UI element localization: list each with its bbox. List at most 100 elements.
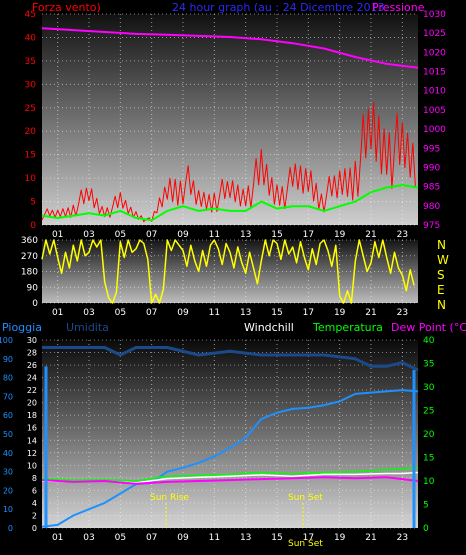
x-tick-label: 05 (115, 230, 126, 240)
y-tick-label-direction: 180 (21, 268, 38, 278)
windchill-label: Windchill (244, 321, 294, 334)
x-tick-label: 07 (146, 230, 157, 240)
x-tick-label: 03 (83, 230, 94, 240)
x-tick-label: 07 (146, 308, 157, 318)
x-tick-label: 11 (209, 533, 220, 543)
y-tick-label-wind: 30 (25, 80, 37, 90)
y-tick-label-humidity: 12 (27, 449, 37, 458)
y-tick-label-humidity: 4 (32, 499, 37, 508)
x-tick-label: 03 (83, 533, 94, 543)
rain-series (41, 389, 419, 528)
y-tick-label-direction: 360 (21, 236, 38, 246)
y-tick-label-humidity: 2 (32, 511, 37, 520)
x-tick-label: 23 (397, 533, 408, 543)
y-tick-label-humidity: 24 (27, 374, 37, 383)
y-tick-label-rain: 60 (3, 411, 13, 420)
compass-n-bottom: N (437, 298, 446, 312)
sunset-label: Sun Set (288, 493, 323, 503)
y-tick-label-pressure: 990 (423, 163, 440, 173)
y-tick-label-humidity: 14 (27, 436, 37, 445)
y-tick-label-pressure: 1025 (423, 29, 446, 39)
y-tick-label-rain: 0 (8, 524, 13, 533)
y-tick-label-rain: 90 (3, 355, 13, 364)
compass-s: S (437, 268, 445, 282)
x-tick-label: 15 (271, 230, 282, 240)
x-tick-label: 07 (146, 533, 157, 543)
y-tick-label-dewpoint: 25 (423, 407, 434, 417)
dewpoint-series (41, 476, 419, 485)
x-tick-label: 13 (240, 230, 251, 240)
y-tick-label-direction: 270 (21, 252, 38, 262)
compass-w: W (437, 253, 449, 267)
y-tick-label-pressure: 995 (423, 144, 440, 154)
x-tick-label: 23 (397, 230, 408, 240)
y-tick-label-rain: 80 (3, 374, 13, 383)
y-tick-label-dewpoint: 5 (423, 501, 429, 511)
y-tick-label-wind: 45 (25, 10, 36, 20)
y-tick-label-pressure: 1005 (423, 106, 446, 116)
y-tick-label-pressure: 985 (423, 183, 440, 193)
y-tick-label-pressure: 1020 (423, 48, 446, 58)
wind-axis-title: Forza vento) (32, 1, 101, 14)
y-tick-label-wind: 15 (25, 151, 36, 161)
humidity-axis-title: Umidita (66, 321, 109, 334)
y-tick-label-humidity: 10 (27, 461, 37, 470)
x-tick-label: 11 (209, 308, 220, 318)
y-tick-label-pressure: 980 (423, 202, 440, 212)
y-tick-label-pressure: 975 (423, 221, 440, 231)
y-tick-label-humidity: 18 (27, 411, 37, 420)
y-tick-label-dewpoint: 35 (423, 360, 434, 370)
direction-series (41, 239, 415, 304)
pressure-series (41, 27, 419, 69)
temperature-series (41, 467, 419, 482)
x-tick-label: 03 (83, 308, 94, 318)
y-tick-label-wind: 10 (25, 174, 37, 184)
y-tick-label-wind: 20 (25, 127, 37, 137)
x-tick-label: 09 (177, 533, 189, 543)
y-tick-label-rain: 30 (3, 468, 13, 477)
y-tick-label-direction: 0 (32, 299, 38, 309)
y-tick-label-humidity: 22 (27, 386, 37, 395)
pressure-axis-title: Pressione (372, 1, 425, 14)
y-tick-label-humidity: 0 (32, 524, 37, 533)
y-tick-label-pressure: 1010 (423, 87, 446, 97)
rain-axis-title: Pioggia (2, 321, 42, 334)
x-tick-label: 15 (271, 308, 282, 318)
y-tick-label-wind: 35 (25, 57, 36, 67)
temperature-axis-title: Temperatura (312, 321, 383, 334)
y-tick-label-dewpoint: 40 (423, 336, 435, 346)
y-tick-label-rain: 40 (3, 449, 13, 458)
y-tick-label-humidity: 30 (27, 336, 37, 345)
x-tick-label: 01 (52, 308, 63, 318)
x-tick-label: 17 (303, 308, 314, 318)
sunset-label-bottom: Sun Set (288, 539, 323, 549)
y-tick-label-rain: 50 (3, 430, 13, 439)
humidity-series (42, 346, 419, 372)
x-tick-label: 13 (240, 308, 251, 318)
wind-panel-background (42, 14, 418, 225)
date-title: 24 hour graph (au : 24 Dicembre 2013 (172, 1, 385, 14)
x-tick-label: 23 (397, 308, 408, 318)
y-tick-label-wind: 25 (25, 104, 36, 114)
dewpoint-axis-title: Dew Point (°C) (391, 321, 466, 334)
x-tick-label: 17 (303, 533, 314, 543)
x-tick-label: 19 (334, 230, 346, 240)
y-tick-label-direction: 90 (27, 283, 39, 293)
x-tick-label: 05 (115, 308, 126, 318)
y-tick-label-dewpoint: 0 (423, 524, 429, 534)
y-tick-label-humidity: 16 (27, 424, 37, 433)
sunrise-label: Sun Rise (150, 493, 189, 503)
y-tick-label-pressure: 1015 (423, 68, 446, 78)
x-tick-label: 21 (365, 308, 376, 318)
y-tick-label-wind: 40 (25, 33, 37, 43)
x-tick-label: 09 (177, 230, 189, 240)
y-tick-label-humidity: 6 (32, 486, 37, 495)
x-tick-label: 05 (115, 533, 126, 543)
x-tick-label: 17 (303, 230, 314, 240)
y-tick-label-dewpoint: 20 (423, 430, 435, 440)
x-tick-label: 21 (365, 533, 376, 543)
y-tick-label-rain: 70 (3, 392, 13, 401)
y-tick-label-pressure: 1000 (423, 125, 446, 135)
wind-average-series (41, 184, 419, 222)
y-tick-label-humidity: 26 (27, 361, 37, 370)
